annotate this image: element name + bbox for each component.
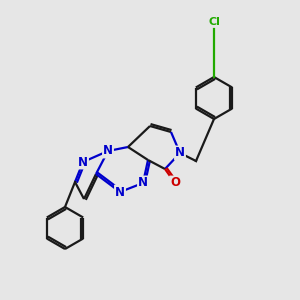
Text: N: N (103, 145, 113, 158)
Text: Cl: Cl (208, 17, 220, 27)
Text: N: N (115, 185, 125, 199)
Text: N: N (138, 176, 148, 190)
Text: N: N (175, 146, 185, 160)
Text: N: N (78, 155, 88, 169)
Text: O: O (170, 176, 180, 190)
